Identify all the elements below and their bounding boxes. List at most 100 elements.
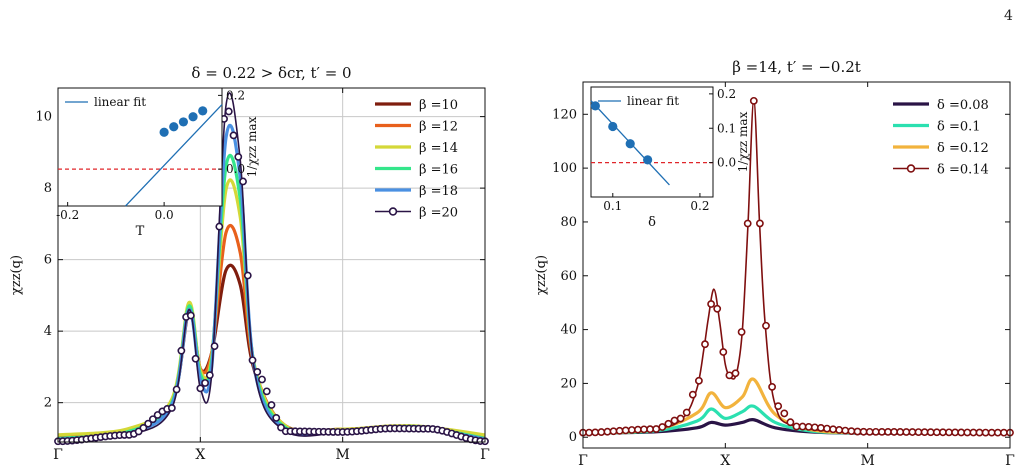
legend-3-label: δ =0.12 [937,141,989,156]
y-tick-label-3: 60 [560,269,577,284]
y-tick-label-1: 20 [560,376,577,391]
series-4-marker [664,419,673,428]
series-4-marker [853,427,862,436]
inset-y-tick-label-2: 0.2 [717,87,736,101]
series-6-marker [186,311,195,320]
series-4-marker [640,425,648,434]
x-tick-label-2: M [335,447,349,463]
series-4-marker [786,418,795,427]
series-4-marker [810,423,819,432]
series-4-marker [646,425,654,434]
series-4-marker [926,428,935,437]
inset-y-tick-label-1: 0.2 [226,88,245,102]
series-4-marker [591,428,600,437]
series-6-marker [201,379,209,387]
legend-4-marker [906,164,916,173]
series-4-marker [737,328,746,336]
legend-1-label: β =10 [419,98,458,113]
inset-point [159,127,169,137]
y-tick-label-0: 0 [569,430,577,445]
series-4-marker [823,424,831,433]
y-tick-label-3: 8 [44,181,52,196]
series-4-marker [701,340,709,349]
series-4-marker [914,428,923,436]
series-4-marker [987,428,996,437]
inset-point [608,121,618,132]
inset-point [625,139,635,149]
series-4-marker [621,426,630,435]
series-6-marker [139,423,148,432]
series-4-marker [896,428,905,436]
series-4-marker [676,414,685,423]
series-4-marker [658,423,667,431]
series-4-marker [969,428,978,437]
legend-2-label: δ =0.1 [937,120,981,135]
series-4-marker [707,300,715,308]
inset-y-tick-label-1: 0.1 [717,121,736,135]
series-4-marker [743,219,752,228]
inset-legend-label: linear fit [94,95,146,109]
series-6-marker [243,271,252,280]
inset-point [198,106,208,116]
series-6-marker [205,371,214,380]
inset-point [590,101,600,111]
series-6-marker [258,375,266,384]
series-6-marker [272,414,281,422]
series-4-marker [908,428,917,436]
legend-4-label: δ =0.14 [937,163,989,178]
chart-2-frame [582,81,1011,449]
chart-1-inset: linear fit -0.2 0.0 T 0.0 0.21/χzz max [56,87,259,239]
series-4-marker [963,428,972,437]
series-4-marker [835,426,844,434]
series-6-marker [262,387,271,396]
series-4-marker [890,428,898,436]
series-6-marker [144,419,153,428]
series-6-marker [191,354,200,363]
series-4-marker [1000,428,1008,437]
chart-2: β =14, t′ = −0.2t 0 20 40 60 80 100 120 Γ X M Γχzz(… [534,58,1015,469]
series-6-marker [229,131,238,140]
series-4-marker [731,369,740,378]
inset-fit-line [125,104,223,207]
chart-2-title: β =14, t′ = −0.2t [732,58,861,76]
series-4-marker [749,96,758,105]
series-4-marker [670,416,679,425]
inset-frame [57,87,223,207]
legend-5-label: β =18 [419,184,458,199]
series-4-marker [817,424,825,432]
series-6-marker [224,107,233,116]
series-6-marker [167,404,176,412]
legend-6-marker [388,207,398,216]
chart-1-frame [57,87,486,443]
series-4-marker [920,428,929,437]
series-4-marker [609,427,618,436]
series-4-marker [713,304,722,313]
legend-2-label: β =12 [419,120,458,135]
y-tick-label-0: 2 [44,396,52,411]
series-4-marker [756,219,764,228]
series-4-marker [688,390,697,399]
series-4-marker [993,428,1002,437]
x-tick-label-0: Γ [578,453,588,469]
inset-point [178,117,189,127]
series-4-marker [878,427,886,436]
series-4-marker [768,382,776,391]
inset-frame [590,86,714,198]
inset-legend-label: linear fit [627,94,679,108]
series-6-marker [248,356,257,365]
series-6-marker [148,415,157,424]
x-tick-label-2: M [860,453,874,469]
inset-x-tick-label-0: -0.2 [56,208,79,222]
inset-x-tick-label-1: 0.0 [155,208,174,222]
y-tick-label-2: 6 [44,253,52,268]
series-6-marker [239,177,247,186]
y-tick-label-6: 120 [552,107,577,122]
series-4-marker [597,428,606,436]
series-4-marker [792,422,801,431]
chart-1-title: δ = 0.22 > δcr, t′ = 0 [191,64,351,82]
series-4-marker [762,321,770,330]
x-tick-label-0: Γ [53,447,63,463]
series-6-marker [253,368,262,376]
